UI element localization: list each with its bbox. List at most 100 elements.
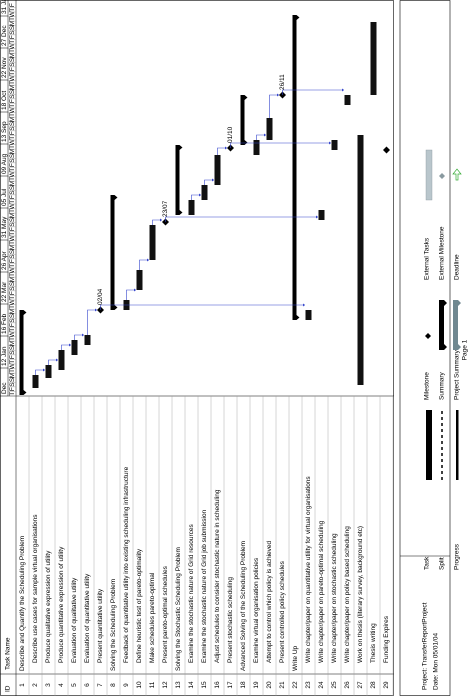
task-name: Make schedules pareto-optimal bbox=[149, 572, 156, 663]
day-letter: T bbox=[9, 168, 16, 172]
task-bar bbox=[214, 155, 221, 185]
day-letter: W bbox=[9, 106, 16, 113]
task-bar bbox=[149, 225, 156, 260]
legend-label: Split bbox=[439, 557, 446, 570]
legend-label: External Tasks bbox=[424, 237, 431, 280]
task-name: Present quantitative utility bbox=[97, 588, 104, 663]
day-letter: T bbox=[9, 136, 16, 140]
dependency-link bbox=[100, 304, 305, 310]
task-bar bbox=[253, 140, 260, 155]
summary-task-name: Solving the Stochastic Scheduling Proble… bbox=[175, 547, 182, 671]
month-label: 22 Nov bbox=[1, 57, 8, 78]
day-letter: F bbox=[9, 323, 16, 327]
day-letter: F bbox=[9, 355, 16, 359]
summary-task-name: Solving the Scheduling Problem bbox=[110, 579, 117, 671]
link-arrow bbox=[264, 133, 266, 137]
dependency-link bbox=[87, 309, 97, 335]
link-arrow bbox=[95, 308, 97, 312]
legend-label: Task bbox=[424, 556, 431, 570]
legend-task-symbol bbox=[426, 410, 432, 480]
legend-external-milestone-symbol bbox=[439, 173, 445, 179]
task-id: 6 bbox=[84, 683, 91, 687]
legend-project-summary-symbol bbox=[453, 300, 461, 350]
footer-project: Project: TransferReportProject bbox=[422, 602, 429, 690]
milestone-date: 26/11 bbox=[279, 74, 286, 90]
id-header: ID bbox=[5, 685, 12, 692]
day-letter: F bbox=[9, 35, 16, 39]
legend-label: Summary bbox=[439, 371, 446, 400]
month-label: 31 Jan bbox=[1, 0, 8, 14]
task-id: 15 bbox=[201, 681, 208, 689]
task-id: 5 bbox=[71, 683, 78, 687]
day-letter: M bbox=[9, 85, 16, 90]
day-letter: T bbox=[9, 113, 16, 117]
task-bar bbox=[58, 350, 65, 370]
dependency-link bbox=[35, 369, 45, 375]
day-letter: F bbox=[9, 99, 16, 103]
task-id: 18 bbox=[240, 681, 247, 689]
link-arrow bbox=[212, 178, 214, 182]
milestone-date: 02/04 bbox=[97, 288, 104, 305]
task-name: Define heuristic test of pareto-optimali… bbox=[136, 548, 143, 663]
task-bar bbox=[266, 118, 273, 140]
task-name: Feedback of quantitative utility into ex… bbox=[123, 466, 130, 663]
dependency-link bbox=[139, 259, 149, 270]
month-label: 18 Oct bbox=[1, 91, 8, 110]
task-id: 17 bbox=[227, 681, 234, 689]
day-letter: S bbox=[9, 377, 16, 382]
day-letter: W bbox=[9, 74, 16, 81]
day-letter: M bbox=[9, 309, 16, 314]
task-id: 24 bbox=[318, 681, 325, 689]
summary-bar bbox=[240, 95, 248, 145]
task-name: Thesis writing bbox=[370, 623, 377, 663]
day-letter: W bbox=[9, 42, 16, 49]
month-label: 16 Feb bbox=[1, 313, 8, 334]
task-id: 1 bbox=[19, 683, 26, 687]
day-letter: T bbox=[9, 232, 16, 236]
legend-label: Milestone bbox=[424, 372, 431, 400]
link-arrow bbox=[82, 333, 84, 337]
link-arrow bbox=[160, 218, 162, 222]
day-letter: F bbox=[9, 291, 16, 295]
day-letter: S bbox=[9, 281, 16, 286]
task-id: 2 bbox=[32, 683, 39, 687]
day-letter: T bbox=[9, 369, 16, 373]
dependency-link bbox=[48, 359, 58, 365]
task-id: 10 bbox=[136, 681, 143, 689]
task-name: Present stochastic scheduling bbox=[227, 577, 234, 663]
link-arrow bbox=[316, 215, 318, 219]
day-letter: S bbox=[9, 286, 16, 291]
milestone-date: 23/07 bbox=[162, 200, 169, 217]
link-arrow bbox=[303, 303, 305, 307]
legend-summary-symbol bbox=[439, 300, 447, 350]
task-bar bbox=[305, 310, 312, 320]
day-letter: T bbox=[9, 72, 16, 76]
task-bar bbox=[136, 270, 143, 290]
summary-task-name: Describe and Quantify the Scheduling Pro… bbox=[19, 536, 26, 671]
link-arrow bbox=[199, 193, 201, 197]
task-name: Evaluation of quantitative utility bbox=[84, 573, 91, 663]
day-letter: F bbox=[9, 259, 16, 263]
day-letter: W bbox=[9, 202, 16, 209]
day-letter: W bbox=[9, 330, 16, 337]
day-letter: T bbox=[9, 305, 16, 309]
day-letter: M bbox=[9, 117, 16, 122]
day-letter: M bbox=[9, 21, 16, 26]
day-letter: S bbox=[9, 158, 16, 163]
task-id: 29 bbox=[383, 681, 390, 689]
summary-task-name: Advanced Solving of the Scheduling Probl… bbox=[240, 541, 247, 671]
dependency-link bbox=[126, 289, 136, 300]
task-id: 4 bbox=[58, 683, 65, 687]
day-letter: T bbox=[9, 337, 16, 341]
task-bar bbox=[344, 95, 351, 105]
day-letter: F bbox=[9, 387, 16, 391]
day-letter: M bbox=[9, 277, 16, 282]
task-id: 23 bbox=[305, 681, 312, 689]
day-letter: S bbox=[9, 126, 16, 131]
day-letter: S bbox=[9, 345, 16, 350]
task-name: Write chapter/paper on quantitative util… bbox=[305, 476, 312, 663]
task-name: Write chapter/paper on pareto-optimal sc… bbox=[318, 520, 325, 663]
day-letter: T bbox=[9, 17, 16, 21]
